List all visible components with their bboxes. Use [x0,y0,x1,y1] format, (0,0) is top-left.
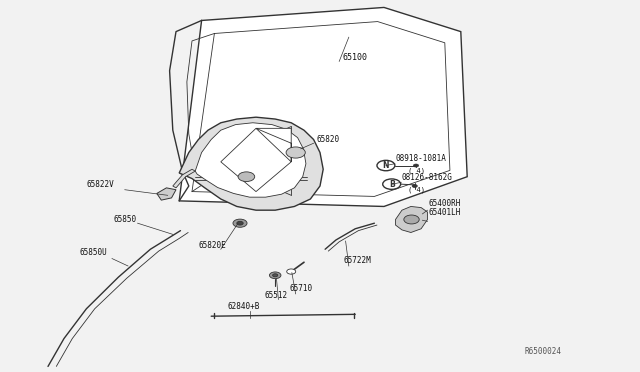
Text: 65820E: 65820E [198,241,226,250]
Text: 65512: 65512 [264,291,287,300]
Text: 65820: 65820 [317,135,340,144]
Text: 08126-8162G: 08126-8162G [401,173,452,182]
Text: 65722M: 65722M [344,256,371,265]
Polygon shape [179,7,467,206]
Polygon shape [179,117,323,210]
Text: 65401LH: 65401LH [429,208,461,217]
Circle shape [287,269,296,274]
Polygon shape [157,188,176,200]
Circle shape [273,274,278,277]
Text: ( 4): ( 4) [408,167,425,174]
Polygon shape [195,123,306,197]
Circle shape [404,215,419,224]
Circle shape [238,172,255,182]
Circle shape [377,160,395,171]
Text: 65822V: 65822V [86,180,114,189]
Circle shape [412,185,417,187]
Text: 08918-1081A: 08918-1081A [396,154,446,163]
Circle shape [413,164,419,167]
Circle shape [286,147,305,158]
Circle shape [383,179,401,189]
Text: 65850: 65850 [114,215,137,224]
Circle shape [269,272,281,279]
Text: 65710: 65710 [290,284,313,293]
Text: N: N [383,161,389,170]
Polygon shape [173,169,195,188]
Text: 65850U: 65850U [80,248,108,257]
Text: R6500024: R6500024 [525,347,562,356]
Text: ( 4): ( 4) [408,186,425,193]
Polygon shape [256,128,291,162]
Text: 65100: 65100 [342,53,367,62]
Circle shape [237,221,243,225]
Text: 65400RH: 65400RH [429,199,461,208]
Text: B: B [389,180,394,189]
Text: 62840+B: 62840+B [227,302,260,311]
Polygon shape [396,206,428,232]
Circle shape [233,219,247,227]
Polygon shape [221,128,291,192]
